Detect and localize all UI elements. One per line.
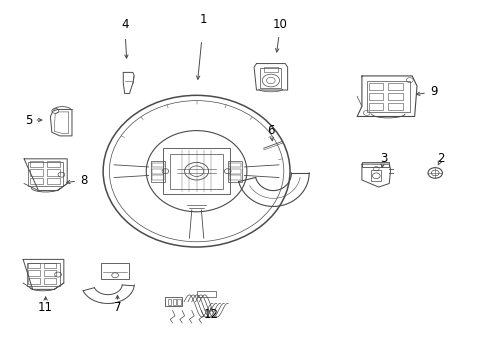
Bar bbox=[47, 161, 61, 167]
Bar bbox=[366, 81, 409, 112]
Bar bbox=[229, 169, 240, 174]
Bar bbox=[28, 278, 40, 284]
Bar bbox=[371, 170, 380, 181]
Bar bbox=[387, 83, 402, 90]
Text: 2: 2 bbox=[436, 152, 444, 165]
Bar bbox=[196, 291, 215, 297]
Bar bbox=[229, 163, 240, 167]
Bar bbox=[163, 148, 230, 194]
Text: 9: 9 bbox=[429, 85, 437, 98]
Text: 11: 11 bbox=[38, 301, 53, 314]
Text: 6: 6 bbox=[266, 124, 274, 137]
Bar bbox=[43, 262, 56, 268]
Bar bbox=[30, 170, 43, 176]
Bar bbox=[368, 83, 383, 90]
Bar bbox=[165, 297, 182, 306]
Bar bbox=[387, 103, 402, 110]
Bar bbox=[368, 93, 383, 100]
Text: 1: 1 bbox=[200, 13, 207, 26]
Bar bbox=[151, 161, 165, 182]
Bar bbox=[170, 153, 223, 189]
Bar bbox=[152, 175, 163, 180]
Bar bbox=[28, 270, 40, 276]
Bar bbox=[152, 163, 163, 167]
Bar bbox=[263, 67, 278, 72]
Text: 10: 10 bbox=[272, 18, 287, 31]
Bar bbox=[27, 263, 60, 286]
Bar bbox=[229, 175, 240, 180]
Bar bbox=[47, 170, 61, 176]
Text: 5: 5 bbox=[25, 113, 33, 126]
Bar bbox=[30, 178, 43, 184]
Bar bbox=[167, 299, 171, 305]
Bar bbox=[260, 68, 281, 87]
Bar bbox=[177, 299, 181, 305]
Bar bbox=[43, 270, 56, 276]
Bar bbox=[30, 161, 43, 167]
Text: 8: 8 bbox=[80, 174, 87, 186]
Bar bbox=[28, 162, 63, 186]
Bar bbox=[368, 103, 383, 110]
Bar bbox=[43, 278, 56, 284]
Bar bbox=[361, 162, 388, 167]
Bar bbox=[152, 169, 163, 174]
Text: 3: 3 bbox=[379, 152, 386, 165]
Text: 7: 7 bbox=[114, 301, 121, 314]
Text: 4: 4 bbox=[121, 18, 128, 31]
Text: 12: 12 bbox=[203, 307, 218, 320]
Bar bbox=[172, 299, 176, 305]
Bar bbox=[227, 161, 242, 182]
Bar bbox=[28, 262, 40, 268]
Bar bbox=[387, 93, 402, 100]
Bar bbox=[47, 178, 61, 184]
Bar bbox=[101, 263, 129, 279]
